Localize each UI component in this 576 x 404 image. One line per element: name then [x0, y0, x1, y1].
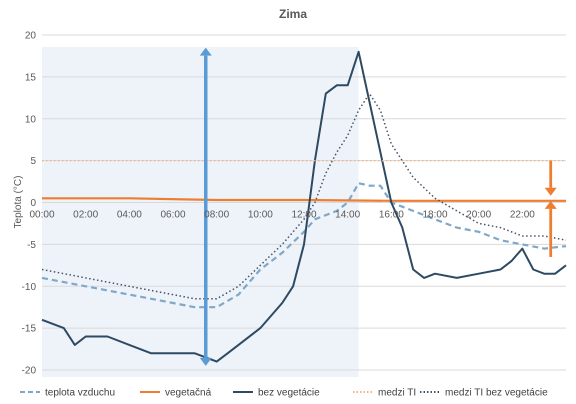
annotation-layer: [199, 47, 557, 366]
legend-label: vegetačná: [165, 388, 212, 399]
series-line: [41, 182, 567, 309]
series-layer: [41, 50, 567, 363]
y-tick-labels: -20 -15 -10 -5 0 5 10 15 20: [22, 31, 37, 377]
y-tick-label: -10: [22, 282, 37, 293]
chart-title: Zima: [279, 7, 307, 21]
series-line: [41, 92, 567, 300]
x-tick-label: 22:00: [510, 210, 535, 221]
y-tick-label: 10: [25, 114, 37, 125]
highlight-region: [42, 47, 359, 377]
series-line: [42, 197, 566, 202]
legend: teplota vzduchu vegetačná bez vegetácie med…: [20, 388, 548, 399]
x-tick-label: 04:00: [117, 210, 142, 221]
x-tick-label: 06:00: [160, 210, 185, 221]
y-axis-label: Teplota (°C): [13, 176, 24, 229]
x-tick-label: 02:00: [73, 210, 98, 221]
x-tick-labels: 00:00 02:00 04:00 06:00 08:00 10:00 12:00 14:00…: [29, 210, 535, 221]
x-tick-label: 20:00: [466, 210, 491, 221]
arrow-head: [544, 200, 557, 209]
y-tick-label: -20: [22, 366, 37, 377]
x-tick-label: 10:00: [248, 210, 273, 221]
y-tick-label: -5: [27, 240, 36, 251]
x-tick-label: 18:00: [422, 210, 447, 221]
series-line: [41, 50, 567, 363]
x-tick-label: 12:00: [291, 210, 316, 221]
y-tick-label: -15: [22, 324, 37, 335]
y-tick-label: 20: [25, 31, 37, 42]
highlight-region-layer: [42, 47, 359, 377]
x-tick-label: 08:00: [204, 210, 229, 221]
legend-label: bez vegetácie: [258, 388, 320, 399]
legend-label: medzi TI: [378, 388, 416, 399]
y-tick-label: 0: [30, 198, 36, 209]
legend-label: teplota vzduchu: [45, 388, 115, 399]
y-tick-label: 15: [25, 72, 37, 83]
x-tick-label: 00:00: [29, 210, 54, 221]
y-tick-label: 5: [30, 156, 36, 167]
arrow-head: [544, 187, 557, 196]
x-tick-label: 14:00: [335, 210, 360, 221]
x-tick-label: 16:00: [379, 210, 404, 221]
arrow-head: [199, 357, 212, 366]
legend-label: medzi TI bez vegetácie: [445, 388, 548, 399]
arrow-head: [199, 47, 212, 56]
